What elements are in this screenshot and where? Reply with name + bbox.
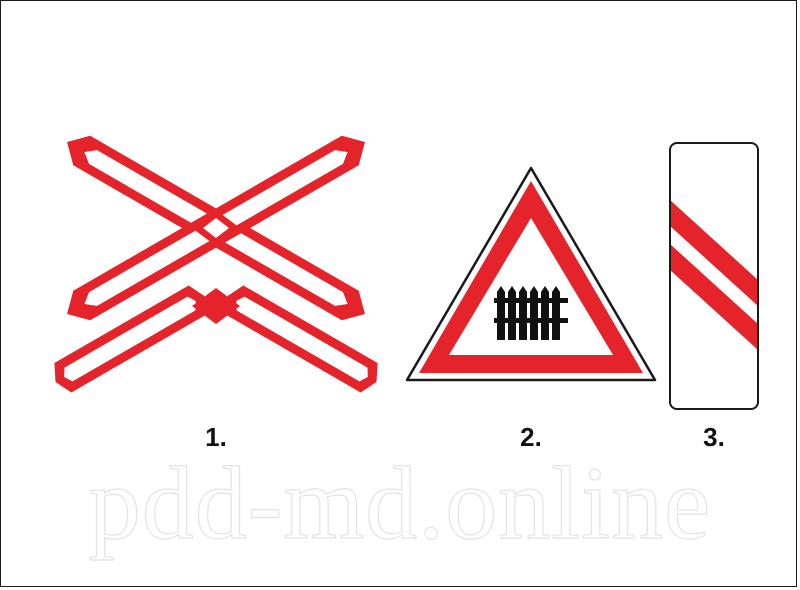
sign-label-1: 1. [205, 422, 227, 452]
barrier-warning-sign-icon [405, 166, 657, 382]
diagonal-stripes [670, 200, 758, 350]
chevron-apex [192, 288, 240, 324]
barrier-fence-icon [494, 286, 568, 340]
watermark-text: pdd-md.online [88, 446, 712, 561]
sign-label-3: 3. [703, 422, 725, 452]
cross-center [192, 210, 240, 246]
sign-label-2: 2. [520, 422, 542, 452]
countdown-post-sign-icon [669, 142, 759, 410]
double-track-crossing-sign-icon [47, 127, 385, 397]
